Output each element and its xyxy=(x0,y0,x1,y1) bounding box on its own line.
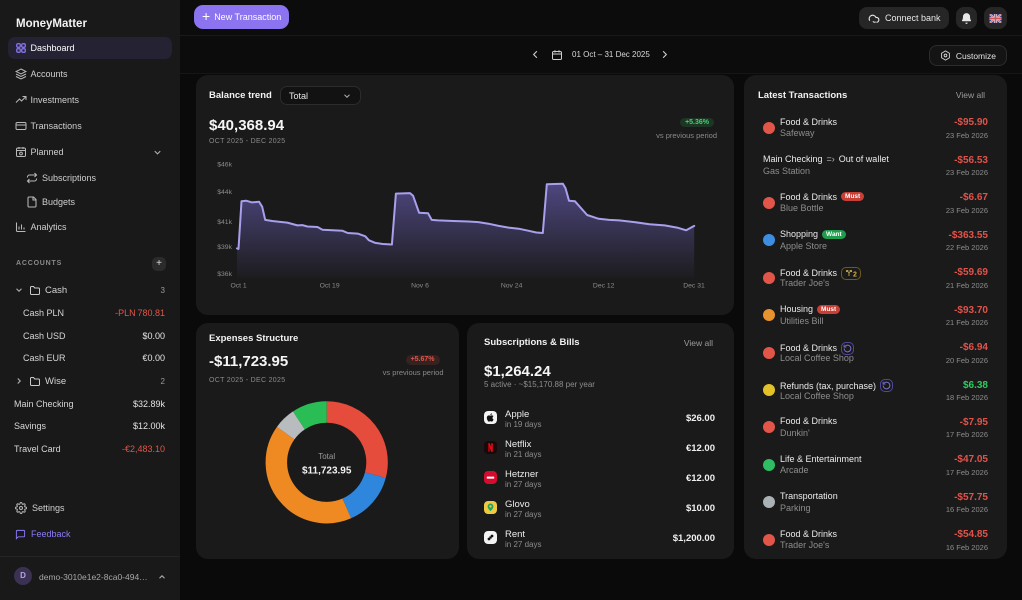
svg-text:$39k: $39k xyxy=(217,244,232,251)
svg-text:$44k: $44k xyxy=(217,189,232,196)
svg-text:$41k: $41k xyxy=(217,219,232,226)
svg-text:Dec 31: Dec 31 xyxy=(683,283,705,290)
svg-text:$46k: $46k xyxy=(217,162,232,169)
svg-text:$36k: $36k xyxy=(217,271,232,278)
svg-text:Oct 1: Oct 1 xyxy=(230,283,246,290)
svg-text:Nov 24: Nov 24 xyxy=(501,283,523,290)
svg-text:Oct 19: Oct 19 xyxy=(320,283,340,290)
svg-text:Nov 6: Nov 6 xyxy=(411,283,429,290)
svg-text:Dec 12: Dec 12 xyxy=(593,283,615,290)
svg-text:$11,723.95: $11,723.95 xyxy=(302,466,352,477)
svg-text:Total: Total xyxy=(318,452,335,461)
